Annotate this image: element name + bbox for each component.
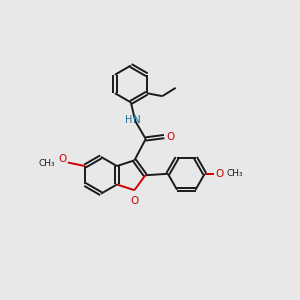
Text: O: O xyxy=(130,196,139,206)
Text: N: N xyxy=(133,115,141,124)
Text: O: O xyxy=(167,132,175,142)
Text: O: O xyxy=(58,154,66,164)
Text: CH₃: CH₃ xyxy=(227,169,243,178)
Text: O: O xyxy=(215,169,224,179)
Text: CH₃: CH₃ xyxy=(39,160,55,169)
Text: H: H xyxy=(125,115,133,124)
